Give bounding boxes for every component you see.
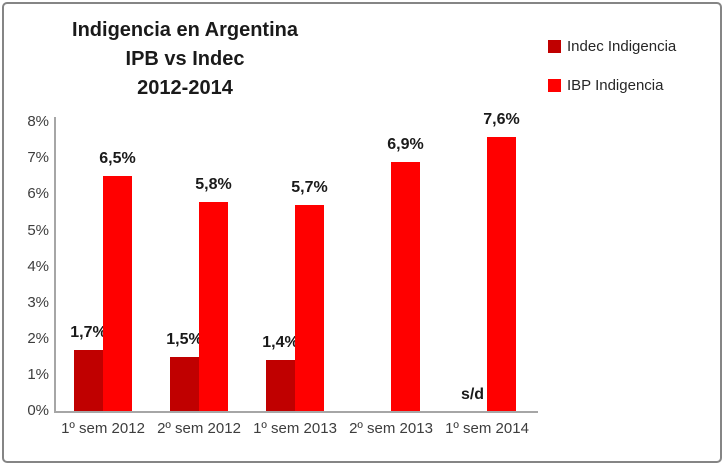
- bar-ibp: [199, 202, 228, 411]
- x-axis-category-label: 1º sem 2012: [61, 420, 145, 437]
- y-axis-tick-label: 7%: [27, 149, 49, 167]
- chart-title-line-2: IPB vs Indec: [125, 48, 245, 70]
- no-data-label: s/d: [460, 386, 485, 403]
- x-axis-category-label: 1º sem 2014: [445, 420, 529, 437]
- chart-title-line-3: 2012-2014: [137, 77, 233, 99]
- legend: Indec Indigencia IBP Indigencia: [548, 36, 676, 114]
- bar-indec: [170, 357, 199, 411]
- bar-value-label: 5,7%: [291, 179, 328, 196]
- y-axis-tick-label: 4%: [27, 257, 49, 275]
- legend-label-indec: Indec Indigencia: [567, 37, 677, 55]
- y-axis-tick-label: 6%: [27, 185, 49, 203]
- bar-value-label: 6,5%: [99, 150, 136, 167]
- bar-ibp: [391, 162, 420, 411]
- legend-label-ibp: IBP Indigencia: [567, 76, 664, 94]
- y-axis-tick-label: 3%: [27, 293, 49, 311]
- bar-value-label: 7,6%: [483, 111, 520, 128]
- y-axis-tick-label: 1%: [27, 365, 49, 383]
- x-axis-category-label: 2º sem 2012: [157, 420, 241, 437]
- chart-title-line-1: Indigencia en Argentina: [72, 19, 298, 41]
- legend-swatch-indec-icon: [548, 39, 561, 53]
- bar-value-label: 1,5%: [166, 331, 203, 348]
- y-axis-line: [54, 117, 56, 413]
- y-axis-tick-label: 5%: [27, 221, 49, 239]
- bar-value-label: 1,4%: [262, 334, 299, 351]
- bar-value-label: 1,7%: [70, 324, 107, 341]
- legend-swatch-ibp-icon: [548, 78, 561, 92]
- x-axis-category-label: 2º sem 2013: [349, 420, 433, 437]
- bar-ibp: [295, 205, 324, 411]
- x-axis-line: [54, 411, 538, 413]
- y-axis-tick-label: 0%: [27, 402, 49, 419]
- bar-ibp: [487, 137, 516, 411]
- x-axis-category-label: 1º sem 2013: [253, 420, 337, 437]
- legend-item-ibp-indigencia: IBP Indigencia: [548, 75, 676, 95]
- bar-value-label: 5,8%: [195, 176, 232, 193]
- y-axis-tick-label: 8%: [27, 113, 49, 131]
- bar-indec: [266, 360, 295, 411]
- bar-ibp: [103, 176, 132, 411]
- y-axis-tick-label: 2%: [27, 329, 49, 347]
- legend-item-indec-indigencia: Indec Indigencia: [548, 36, 676, 56]
- bar-indec: [74, 350, 103, 411]
- chart-title: Indigencia en Argentina IPB vs Indec 201…: [35, 16, 335, 103]
- bar-value-label: 6,9%: [387, 136, 424, 153]
